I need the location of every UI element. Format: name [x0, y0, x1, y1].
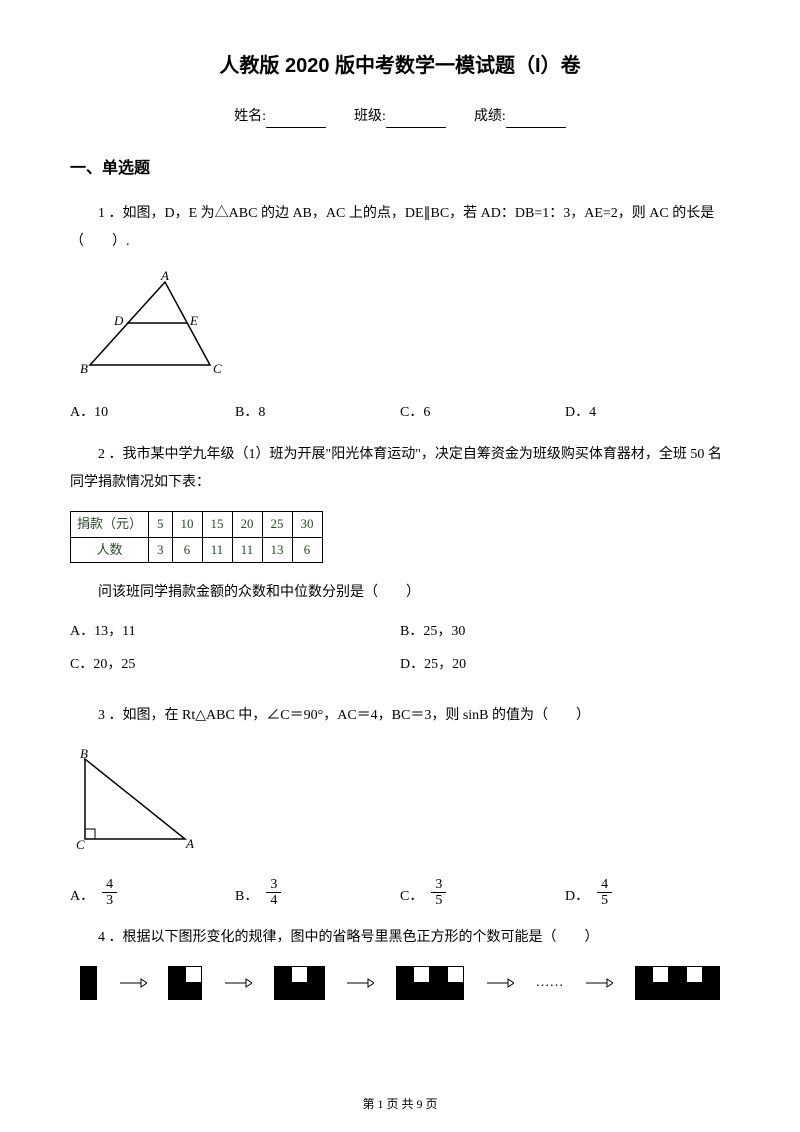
q1-options: A．10 B．8 C．6 D．4	[70, 402, 730, 424]
arrow-icon	[486, 976, 514, 990]
pattern-group-1	[80, 966, 97, 1000]
page-title: 人教版 2020 版中考数学一模试题（I）卷	[70, 50, 730, 82]
q2-opt-c: C．20，25	[70, 654, 400, 676]
score-label: 成绩:	[474, 109, 506, 124]
q3-label-B: B	[80, 746, 88, 761]
pattern-group-4	[396, 966, 464, 1000]
q2-opt-d: D．25，20	[400, 654, 730, 676]
q1-label-D: D	[113, 313, 124, 328]
pattern-group-2	[168, 966, 202, 1000]
q3-opt-b: B． 34	[235, 877, 400, 909]
q1-opt-d: D．4	[565, 402, 730, 424]
arrow-icon	[119, 976, 147, 990]
q2-table: 捐款（元） 5 10 15 20 25 30 人数 3 6 11 11 13 6	[70, 511, 323, 564]
q3-opt-d: D． 45	[565, 877, 730, 909]
q2-text: 2 ．我市某中学九年级（1）班为开展"阳光体育运动"，决定自筹资金为班级购买体育…	[70, 441, 730, 497]
q1-figure: A B C D E	[70, 270, 730, 388]
name-blank	[266, 114, 326, 128]
q1-label-E: E	[189, 313, 198, 328]
score-blank	[506, 114, 566, 128]
table-row: 人数 3 6 11 11 13 6	[71, 537, 323, 563]
pattern-group-3	[274, 966, 325, 1000]
page-footer: 第 1 页 共 9 页	[0, 1095, 800, 1114]
q3-opt-a: A． 43	[70, 877, 235, 909]
section-heading: 一、单选题	[70, 156, 730, 182]
table-row: 捐款（元） 5 10 15 20 25 30	[71, 511, 323, 537]
q3-figure: B C A	[70, 744, 730, 862]
q3-label-C: C	[76, 837, 85, 852]
arrow-icon	[346, 976, 374, 990]
q2-r1-label: 捐款（元）	[71, 511, 149, 537]
q3-text: 3 ．如图，在 Rt△ABC 中，∠C＝90°，AC＝4，BC＝3，则 sinB…	[70, 702, 730, 730]
ellipsis: ……	[536, 972, 564, 994]
q1-opt-c: C．6	[400, 402, 565, 424]
q2-options: A．13，11 B．25，30 C．20，25 D．25，20	[70, 621, 730, 686]
q1-text: 1 ．如图，D，E 为△ABC 的边 AB，AC 上的点，DE∥BC，若 AD：…	[70, 200, 730, 256]
q3-opt-c: C． 35	[400, 877, 565, 909]
q4-pattern: ……	[70, 966, 730, 1000]
q1-label-C: C	[213, 361, 222, 376]
arrow-icon	[585, 976, 613, 990]
q2-r2-label: 人数	[71, 537, 149, 563]
arrow-icon	[224, 976, 252, 990]
q1-opt-a: A．10	[70, 402, 235, 424]
q1-label-B: B	[80, 361, 88, 376]
name-label: 姓名:	[234, 109, 266, 124]
pattern-group-5	[635, 966, 720, 1000]
class-label: 班级:	[354, 109, 386, 124]
q1-opt-b: B．8	[235, 402, 400, 424]
q1-label-A: A	[160, 270, 169, 283]
q2-opt-a: A．13，11	[70, 621, 400, 643]
info-line: 姓名: 班级: 成绩:	[70, 106, 730, 128]
q2-opt-b: B．25，30	[400, 621, 730, 643]
q2-text2: 问该班同学捐款金额的众数和中位数分别是（ ）	[70, 579, 730, 607]
class-blank	[386, 114, 446, 128]
q3-options: A． 43 B． 34 C． 35 D． 45	[70, 877, 730, 909]
q4-text: 4 ．根据以下图形变化的规律，图中的省略号里黑色正方形的个数可能是（ ）	[70, 924, 730, 952]
q3-label-A: A	[185, 836, 194, 851]
